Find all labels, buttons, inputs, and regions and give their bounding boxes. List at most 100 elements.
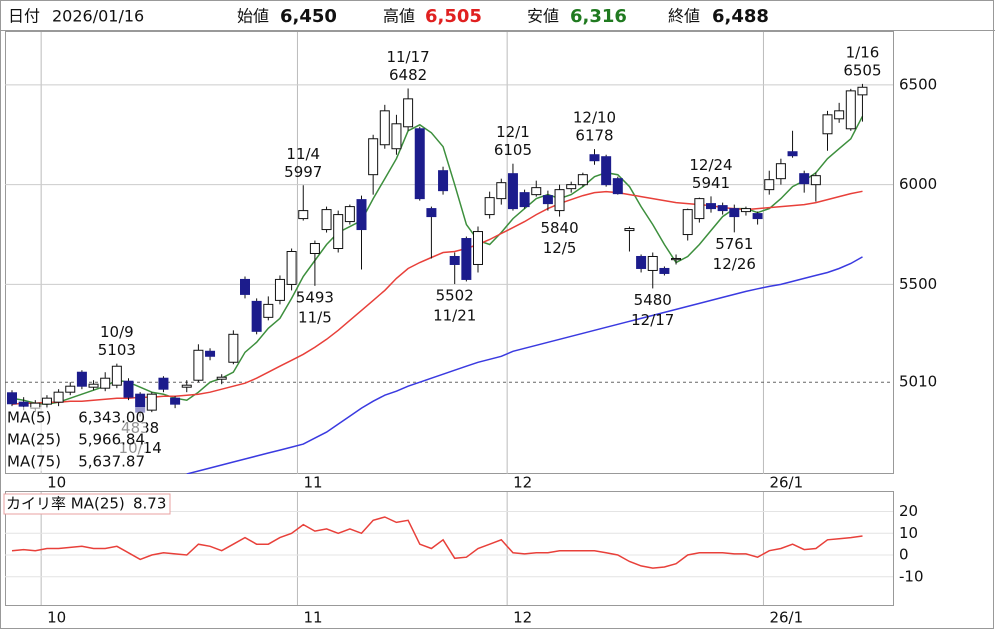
candle-body [76,371,87,387]
candle-body [286,251,297,285]
candle-body [473,231,483,265]
high: 6,505 [425,6,482,27]
annotation-date: 1/16 [846,43,880,61]
candle-body [659,267,670,274]
candle-body [566,184,577,190]
legend-value: 5,637.87 [78,453,145,471]
candle-body [647,255,658,271]
candle-body [461,238,472,280]
x-tick-label: 26/1 [769,609,803,627]
candle-body [775,163,786,180]
candle-body [694,198,705,220]
y-tick-label: 0 [899,546,909,564]
candle-body [88,383,99,388]
candle-body [636,255,647,269]
indicator-box [3,493,171,515]
candle-body [577,174,588,186]
y-tick-label: -10 [899,567,924,585]
kairi-line-group [11,516,863,569]
legend-value: 6,343.00 [78,409,145,427]
annotation-value: 5997 [284,163,322,181]
annotation-value: 6482 [389,66,427,84]
candle-body [193,349,204,381]
candle-body [810,175,821,186]
candle-body [368,138,379,176]
y-tick-label: 6000 [899,175,937,193]
candle-body [216,376,227,380]
candle-body [729,208,740,218]
kairi-line [11,516,863,569]
x-tick-label: 10 [47,474,66,492]
candle-body [391,123,402,150]
annotation-date: 12/17 [631,311,674,329]
candle-body [787,151,798,157]
candle-body [624,228,635,232]
annotation-date: 11/21 [433,307,476,325]
high-label: 高値 [383,7,415,26]
annotation-value: 5840 [540,219,578,237]
candle-body [682,209,693,236]
indicator-title: カイリ率 MA(25) [6,495,125,513]
candle-body [41,397,52,405]
annotation-value: 5941 [692,174,730,192]
header: 日付 2026/01/16 始値 6,450 高値 6,505 安値 6,316… [8,6,769,27]
annotation-date: 10/9 [100,323,134,341]
candle-body [857,86,868,96]
candle-body [100,377,111,389]
candle-body [65,385,76,393]
candle-body [181,384,192,388]
annotation-date: 11/17 [386,48,429,66]
annotation-value: 5502 [436,287,474,305]
x-tick-label: 12 [513,609,532,627]
indicator-value: 8.73 [133,495,166,513]
x-tick-label: 11 [303,609,322,627]
candle-body [671,257,682,261]
low: 6,316 [570,6,627,27]
candle-body [321,209,332,231]
y-tick-label: 10 [899,524,918,542]
candle-body [146,393,157,411]
candle-body [845,90,856,130]
candle-body [240,278,250,295]
annotation-value: 6505 [843,61,881,79]
candle-body [799,173,810,185]
annotation-date: 11/4 [286,145,320,163]
candle-body [414,128,425,200]
x-tick-label: 11 [303,474,322,492]
kairi-panel [5,491,894,606]
price-panel [5,31,894,474]
ma-line-group [11,115,864,405]
y-tick-label: 20 [899,502,918,520]
ma-line [186,256,863,474]
legend-name: MA(75) [7,453,61,471]
candle-body [403,98,414,128]
annotation-date: 12/26 [713,255,756,273]
candle-body [589,154,600,162]
candle-body [519,192,530,208]
candle-body [449,255,460,265]
reference-label: 5010 [899,373,937,391]
legend-bg [6,407,146,471]
date: 2026/01/16 [52,7,144,26]
candle-body [170,397,181,405]
y-tick-label: 6500 [899,75,937,93]
annotation-date: 12/1 [496,123,530,141]
close-label: 終値 [668,7,700,26]
open-label: 始値 [237,7,269,26]
candle-body [507,173,518,210]
candle-body [484,197,495,216]
candle-body [554,189,565,212]
date-label: 日付 [8,7,40,26]
annotation-value: 5493 [296,288,334,306]
candle-body [53,391,64,403]
candle-body [740,208,751,213]
y-tick-label: 5500 [899,275,937,293]
candle-body [601,156,612,186]
candle-body [752,213,763,220]
candle-body [356,199,367,231]
annotation-value: 6105 [494,141,532,159]
annotation-date: 12/5 [543,239,577,257]
legend-name: MA(25) [7,431,61,449]
candle-body [717,205,728,212]
candle-body [333,214,344,250]
